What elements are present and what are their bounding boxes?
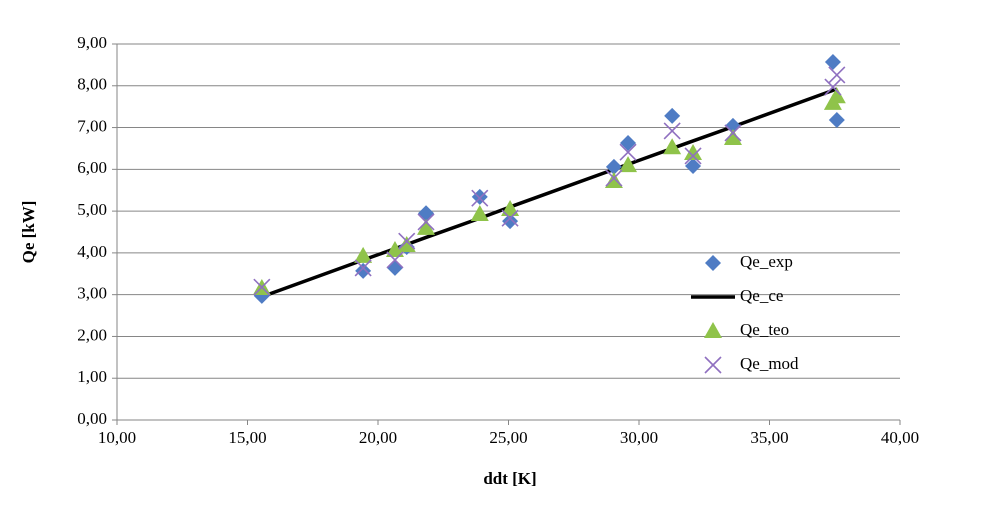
point (824, 78, 842, 96)
marker-stroke (417, 213, 435, 231)
y-axis-label: Qe [kW] (19, 201, 38, 264)
point (417, 218, 436, 235)
x-tick-label: 10,00 (98, 428, 136, 447)
point (471, 189, 489, 207)
marker-stroke (684, 147, 702, 165)
marker-stroke (704, 356, 722, 374)
point (605, 158, 622, 175)
point (663, 122, 681, 140)
point (685, 157, 702, 174)
point (355, 262, 372, 279)
marker-stroke (354, 259, 372, 277)
legend-label: Qe_ce (740, 286, 783, 305)
x-tick-label: 30,00 (620, 428, 658, 447)
point (418, 205, 435, 222)
marker-stroke (663, 122, 681, 140)
legend-marker (705, 255, 721, 271)
x-tick-label: 35,00 (750, 428, 788, 447)
legend-label: Qe_mod (740, 354, 799, 373)
legend-marker (704, 356, 722, 374)
point (723, 129, 742, 145)
point (253, 278, 271, 296)
point (501, 209, 519, 227)
y-tick-label: 7,00 (77, 116, 107, 135)
point (828, 112, 845, 129)
point (397, 235, 416, 252)
marker-stroke (605, 169, 623, 187)
x-tick-label: 15,00 (228, 428, 266, 447)
point (619, 156, 638, 173)
point (663, 138, 682, 155)
y-tick-label: 6,00 (77, 158, 107, 177)
point (398, 232, 416, 250)
point (664, 107, 681, 124)
point (619, 143, 637, 161)
point (827, 87, 846, 104)
y-tick-label: 9,00 (77, 33, 107, 52)
x-tick-label: 20,00 (359, 428, 397, 447)
point (354, 246, 373, 263)
marker-stroke (619, 143, 637, 161)
y-tick-label: 3,00 (77, 284, 107, 303)
marker-stroke (386, 251, 404, 269)
point (684, 147, 702, 165)
point (386, 251, 404, 269)
legend-label: Qe_teo (740, 320, 789, 339)
point (502, 213, 519, 230)
marker-stroke (501, 209, 519, 227)
marker-stroke (471, 189, 489, 207)
point (724, 124, 742, 142)
marker-stroke (724, 124, 742, 142)
point (386, 259, 403, 276)
legend-label: Qe_exp (740, 252, 793, 271)
point (620, 135, 637, 152)
y-tick-label: 0,00 (77, 409, 107, 428)
marker-stroke (824, 78, 842, 96)
y-tick-label: 5,00 (77, 200, 107, 219)
point (684, 144, 703, 161)
point (501, 200, 520, 217)
point (604, 172, 623, 189)
y-tick-label: 8,00 (77, 75, 107, 94)
marker-stroke (398, 232, 416, 250)
point (471, 188, 488, 205)
legend-marker (704, 322, 722, 338)
x-tick-label: 40,00 (881, 428, 919, 447)
y-tick-label: 1,00 (77, 367, 107, 386)
point (385, 240, 404, 257)
marker-stroke (828, 66, 846, 84)
point (605, 169, 623, 187)
y-tick-label: 2,00 (77, 325, 107, 344)
point (354, 259, 372, 277)
point (828, 66, 846, 84)
marker-stroke (253, 278, 271, 296)
point (470, 205, 489, 222)
x-tick-label: 25,00 (489, 428, 527, 447)
point (824, 53, 841, 70)
y-tick-label: 4,00 (77, 242, 107, 261)
point (417, 213, 435, 231)
x-axis-label: ddt [K] (483, 469, 536, 488)
